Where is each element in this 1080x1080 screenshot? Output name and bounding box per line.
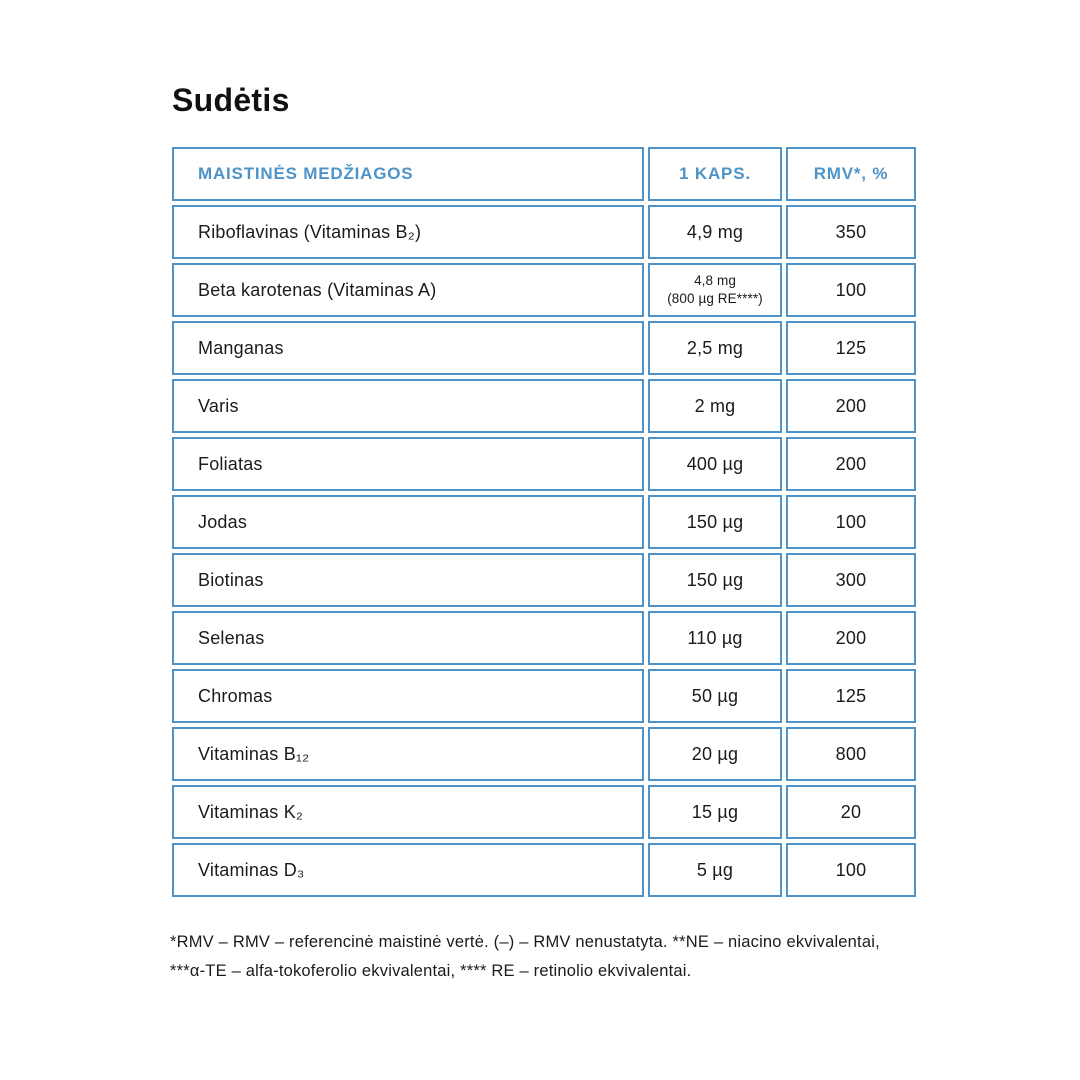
- rmv-percent-value: 200: [786, 611, 916, 665]
- nutrient-name: Jodas: [172, 495, 644, 549]
- nutrient-name: Varis: [172, 379, 644, 433]
- composition-table: MAISTINĖS MEDŽIAGOS 1 KAPS. RMV*, % Ribo…: [168, 143, 920, 901]
- nutrient-name: Chromas: [172, 669, 644, 723]
- rmv-percent-value: 20: [786, 785, 916, 839]
- column-header-nutrients: MAISTINĖS MEDŽIAGOS: [172, 147, 644, 201]
- table-row: Selenas 110 µg 200: [172, 611, 916, 665]
- amount-per-capsule: 5 µg: [648, 843, 782, 897]
- table-row: Vitaminas D₃ 5 µg 100: [172, 843, 916, 897]
- nutrient-name: Vitaminas K₂: [172, 785, 644, 839]
- amount-per-capsule: 150 µg: [648, 495, 782, 549]
- amount-per-capsule: 15 µg: [648, 785, 782, 839]
- amount-per-capsule: 2 mg: [648, 379, 782, 433]
- table-row: Foliatas 400 µg 200: [172, 437, 916, 491]
- rmv-percent-value: 200: [786, 437, 916, 491]
- rmv-percent-value: 125: [786, 669, 916, 723]
- amount-per-capsule: 150 µg: [648, 553, 782, 607]
- table-row: Vitaminas B₁₂ 20 µg 800: [172, 727, 916, 781]
- table-row: Biotinas 150 µg 300: [172, 553, 916, 607]
- amount-per-capsule: 110 µg: [648, 611, 782, 665]
- nutrient-name: Vitaminas B₁₂: [172, 727, 644, 781]
- footnote-line-2: ***α-TE – alfa-tokoferolio ekvivalentai,…: [170, 961, 692, 980]
- column-header-rmv-percent: RMV*, %: [786, 147, 916, 201]
- nutrient-name: Manganas: [172, 321, 644, 375]
- footnote-line-1: *RMV – RMV – referencinė maistinė vertė.…: [170, 933, 880, 951]
- amount-per-capsule: 2,5 mg: [648, 321, 782, 375]
- column-header-per-capsule: 1 KAPS.: [648, 147, 782, 201]
- rmv-percent-value: 200: [786, 379, 916, 433]
- table-row: Beta karotenas (Vitaminas A) 4,8 mg (800 µ…: [172, 263, 916, 317]
- nutrient-name: Foliatas: [172, 437, 644, 491]
- rmv-percent-value: 800: [786, 727, 916, 781]
- footnote: *RMV – RMV – referencinė maistinė vertė.…: [170, 928, 880, 986]
- rmv-percent-value: 100: [786, 495, 916, 549]
- table-header-row: MAISTINĖS MEDŽIAGOS 1 KAPS. RMV*, %: [172, 147, 916, 201]
- amount-per-capsule: 20 µg: [648, 727, 782, 781]
- table-row: Varis 2 mg 200: [172, 379, 916, 433]
- nutrient-name: Vitaminas D₃: [172, 843, 644, 897]
- rmv-percent-value: 100: [786, 263, 916, 317]
- rmv-percent-value: 125: [786, 321, 916, 375]
- amount-per-capsule: 50 µg: [648, 669, 782, 723]
- nutrient-name: Biotinas: [172, 553, 644, 607]
- nutrient-name: Riboflavinas (Vitaminas B₂): [172, 205, 644, 259]
- table-row: Riboflavinas (Vitaminas B₂) 4,9 mg 350: [172, 205, 916, 259]
- rmv-percent-value: 100: [786, 843, 916, 897]
- amount-line-2: (800 µg RE****): [667, 291, 763, 306]
- nutrient-name: Beta karotenas (Vitaminas A): [172, 263, 644, 317]
- table-row: Vitaminas K₂ 15 µg 20: [172, 785, 916, 839]
- amount-per-capsule: 400 µg: [648, 437, 782, 491]
- table-row: Jodas 150 µg 100: [172, 495, 916, 549]
- table-row: Chromas 50 µg 125: [172, 669, 916, 723]
- amount-line-1: 4,8 mg: [694, 273, 736, 289]
- table-row: Manganas 2,5 mg 125: [172, 321, 916, 375]
- rmv-percent-value: 300: [786, 553, 916, 607]
- amount-per-capsule: 4,9 mg: [648, 205, 782, 259]
- rmv-percent-value: 350: [786, 205, 916, 259]
- page-title: Sudėtis: [172, 82, 290, 118]
- nutrient-name: Selenas: [172, 611, 644, 665]
- amount-per-capsule: 4,8 mg (800 µg RE****): [648, 263, 782, 317]
